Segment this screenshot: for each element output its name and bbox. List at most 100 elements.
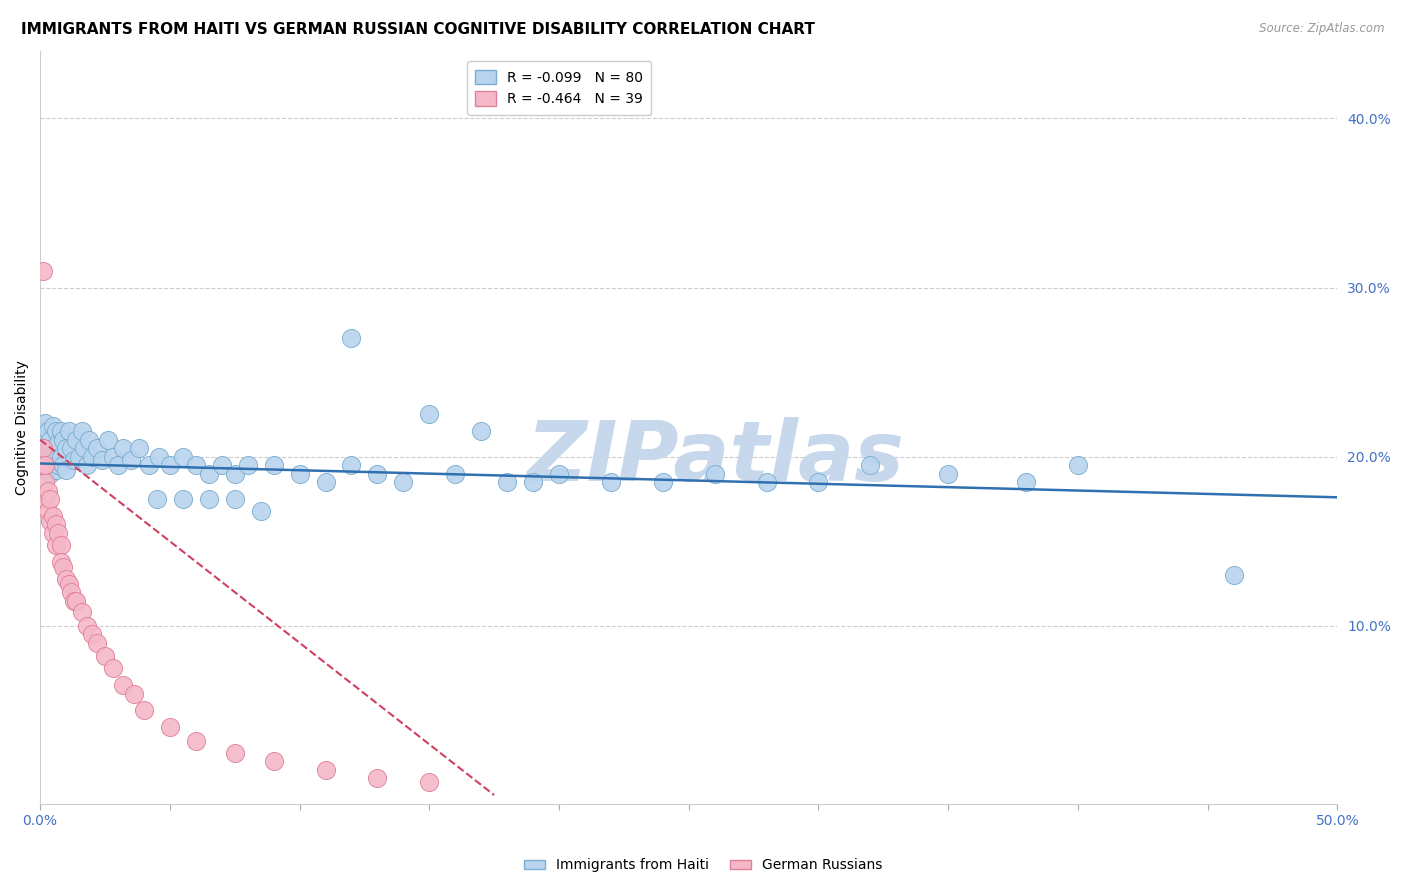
Point	[34, 475, 56, 489]
Point	[39, 514, 62, 528]
Point	[65, 593, 87, 607]
Point	[315, 763, 337, 777]
Point	[80, 627, 103, 641]
Point	[60, 442, 83, 456]
Point	[366, 771, 388, 785]
Point	[340, 331, 363, 345]
Point	[197, 491, 219, 506]
Point	[366, 467, 388, 481]
Point	[67, 450, 90, 464]
Point	[42, 442, 65, 456]
Point	[46, 525, 69, 540]
Point	[184, 734, 207, 748]
Point	[34, 433, 56, 447]
Point	[76, 458, 98, 472]
Point	[159, 458, 181, 472]
Point	[146, 491, 169, 506]
Point	[42, 525, 65, 540]
Point	[172, 450, 194, 464]
Point	[97, 433, 120, 447]
Point	[45, 517, 67, 532]
Point	[49, 425, 72, 439]
Point	[807, 475, 830, 489]
Point	[70, 425, 93, 439]
Point	[45, 463, 67, 477]
Point	[548, 467, 571, 481]
Legend: R = -0.099   N = 80, R = -0.464   N = 39: R = -0.099 N = 80, R = -0.464 N = 39	[467, 62, 651, 114]
Point	[52, 433, 75, 447]
Point	[197, 467, 219, 481]
Point	[522, 475, 544, 489]
Point	[1222, 568, 1244, 582]
Point	[45, 538, 67, 552]
Point	[49, 538, 72, 552]
Point	[236, 458, 259, 472]
Point	[288, 467, 311, 481]
Point	[148, 450, 170, 464]
Point	[263, 754, 285, 768]
Point	[58, 576, 80, 591]
Point	[101, 661, 124, 675]
Point	[224, 467, 246, 481]
Point	[39, 491, 62, 506]
Point	[45, 450, 67, 464]
Point	[112, 678, 135, 692]
Text: IMMIGRANTS FROM HAITI VS GERMAN RUSSIAN COGNITIVE DISABILITY CORRELATION CHART: IMMIGRANTS FROM HAITI VS GERMAN RUSSIAN …	[21, 22, 815, 37]
Point	[42, 419, 65, 434]
Point	[60, 585, 83, 599]
Point	[315, 475, 337, 489]
Point	[470, 425, 492, 439]
Point	[263, 458, 285, 472]
Point	[418, 408, 440, 422]
Point	[1015, 475, 1038, 489]
Point	[120, 453, 142, 467]
Point	[159, 720, 181, 734]
Point	[91, 453, 114, 467]
Point	[46, 436, 69, 450]
Point	[600, 475, 623, 489]
Point	[107, 458, 129, 472]
Point	[37, 425, 59, 439]
Point	[46, 458, 69, 472]
Point	[73, 442, 96, 456]
Point	[31, 458, 53, 472]
Y-axis label: Cognitive Disability: Cognitive Disability	[15, 359, 30, 494]
Point	[79, 433, 101, 447]
Point	[496, 475, 519, 489]
Point	[63, 593, 86, 607]
Point	[37, 453, 59, 467]
Point	[184, 458, 207, 472]
Point	[49, 450, 72, 464]
Point	[31, 263, 53, 277]
Legend: Immigrants from Haiti, German Russians: Immigrants from Haiti, German Russians	[519, 853, 887, 878]
Point	[112, 442, 135, 456]
Point	[859, 458, 882, 472]
Point	[392, 475, 415, 489]
Point	[76, 619, 98, 633]
Point	[39, 467, 62, 481]
Point	[31, 442, 53, 456]
Point	[101, 450, 124, 464]
Point	[37, 504, 59, 518]
Point	[45, 425, 67, 439]
Point	[651, 475, 673, 489]
Point	[34, 458, 56, 472]
Point	[249, 504, 271, 518]
Point	[86, 636, 108, 650]
Point	[65, 433, 87, 447]
Point	[55, 463, 77, 477]
Point	[55, 442, 77, 456]
Point	[34, 458, 56, 472]
Point	[418, 774, 440, 789]
Point	[94, 649, 117, 664]
Point	[37, 483, 59, 498]
Point	[128, 442, 150, 456]
Point	[58, 425, 80, 439]
Point	[138, 458, 160, 472]
Point	[31, 425, 53, 439]
Point	[936, 467, 959, 481]
Point	[63, 453, 86, 467]
Point	[132, 703, 155, 717]
Point	[42, 508, 65, 523]
Point	[42, 458, 65, 472]
